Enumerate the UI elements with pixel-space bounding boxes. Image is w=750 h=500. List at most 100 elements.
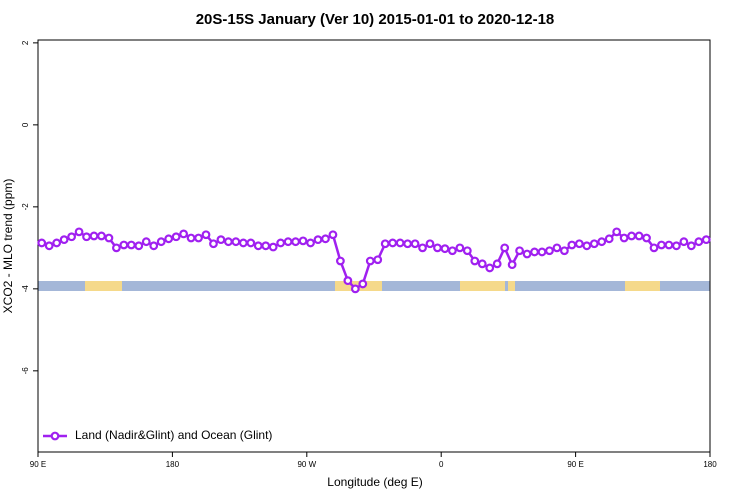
data-point: [462, 246, 472, 256]
data-point: [574, 239, 584, 249]
data-point: [604, 234, 614, 244]
data-point: [134, 241, 144, 251]
data-point: [627, 231, 636, 241]
data-point: [634, 231, 644, 241]
data-point: [126, 240, 136, 250]
data-point: [701, 235, 711, 245]
data-point: [418, 243, 427, 253]
data-point: [89, 231, 99, 241]
data-point: [336, 256, 345, 266]
data-point: [186, 233, 196, 243]
data-point: [619, 233, 629, 243]
data-point: [358, 279, 368, 289]
data-point: [141, 237, 151, 247]
data-point: [470, 256, 480, 266]
data-point: [291, 237, 301, 247]
data-point: [485, 263, 495, 273]
data-point: [530, 247, 539, 257]
data-point: [455, 243, 465, 253]
data-point: [440, 244, 450, 254]
data-point: [500, 243, 510, 253]
data-point: [388, 238, 398, 248]
data-point: [276, 238, 286, 248]
y-tick-label: -2: [21, 203, 30, 211]
data-point: [111, 243, 121, 253]
data-point: [686, 241, 696, 251]
data-point: [410, 239, 420, 249]
data-point: [649, 243, 659, 253]
data-point: [209, 239, 218, 249]
data-point: [231, 237, 241, 247]
data-point: [216, 235, 226, 245]
data-point: [268, 242, 278, 252]
y-tick-label: -4: [21, 285, 30, 293]
data-point: [97, 231, 106, 241]
data-point: [492, 259, 502, 269]
data-point: [373, 255, 383, 265]
data-point: [194, 233, 203, 243]
data-point: [433, 243, 442, 253]
data-point: [448, 246, 457, 256]
data-point: [657, 240, 666, 250]
data-point: [515, 246, 524, 256]
data-point: [328, 230, 338, 240]
data-point: [537, 247, 547, 257]
x-tick-label: 180: [703, 460, 717, 469]
data-point: [44, 241, 54, 251]
land-band: [460, 281, 505, 291]
data-point: [597, 237, 607, 247]
land-band: [508, 281, 515, 291]
x-axis-label: Longitude (deg E): [327, 475, 422, 489]
data-point: [560, 246, 569, 256]
surface-band: [38, 281, 710, 291]
data-point: [343, 276, 353, 286]
x-tick-label: 90 E: [567, 460, 583, 469]
data-point: [171, 232, 181, 242]
data-point: [403, 239, 413, 249]
data-point: [52, 238, 62, 248]
data-point: [507, 260, 517, 270]
data-point: [395, 238, 405, 248]
data-point: [664, 240, 674, 250]
data-point: [149, 241, 159, 251]
data-point: [350, 284, 360, 294]
data-point: [612, 227, 622, 237]
data-point: [246, 238, 256, 248]
data-point: [59, 235, 69, 245]
data-point: [253, 241, 263, 251]
data-point: [306, 238, 315, 248]
data-point: [261, 241, 271, 251]
y-tick-label: 0: [21, 122, 30, 127]
plot-frame: [37, 39, 711, 453]
data-point: [238, 238, 248, 248]
legend-label: Land (Nadir&Glint) and Ocean (Glint): [75, 428, 272, 442]
data-point: [380, 239, 390, 249]
data-point: [522, 249, 532, 259]
data-point: [425, 239, 435, 249]
land-band: [625, 281, 660, 291]
data-point: [321, 234, 330, 244]
data-point: [679, 237, 689, 247]
legend-marker: [50, 431, 60, 441]
x-tick-label: 0: [439, 460, 444, 469]
x-tick-label: 90 E: [30, 460, 46, 469]
y-tick-label: -6: [21, 367, 30, 375]
data-point: [179, 229, 189, 239]
data-point: [298, 236, 308, 246]
data-point: [82, 232, 91, 242]
data-point: [201, 230, 211, 240]
y-tick-label: 2: [21, 40, 30, 45]
data-point: [477, 259, 487, 269]
chart-title: 20S-15S January (Ver 10) 2015-01-01 to 2…: [196, 11, 555, 28]
data-point: [313, 235, 323, 245]
data-point: [365, 256, 375, 266]
data-point: [164, 234, 174, 244]
data-point: [589, 239, 599, 249]
data-point: [223, 237, 233, 247]
data-point: [567, 240, 577, 250]
y-axis-label: XCO2 - MLO trend (ppm): [1, 179, 15, 314]
data-point: [694, 237, 704, 247]
data-point: [642, 233, 651, 243]
